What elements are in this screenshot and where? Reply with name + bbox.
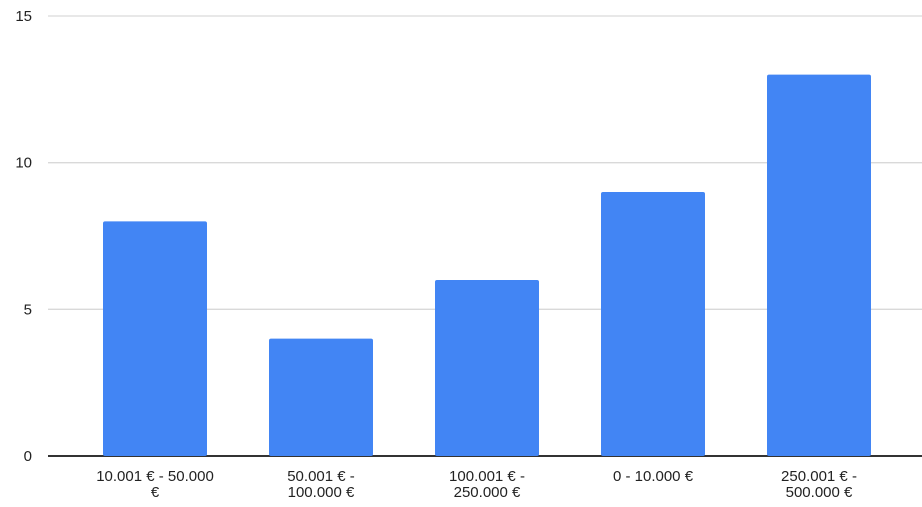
bar [435, 280, 539, 456]
bar [269, 338, 373, 456]
y-tick-label: 15 [15, 8, 32, 25]
y-tick-label: 0 [24, 448, 32, 465]
x-axis-ticks: 10.001 € - 50.000 € 50.001 € -100.000 € 100… [96, 468, 857, 501]
x-tick-label: 100.001 € -250.000 € [449, 468, 525, 501]
x-tick-label: 0 - 10.000 € [613, 468, 694, 485]
y-tick-label: 5 [24, 301, 32, 318]
x-tick-label: 50.001 € -100.000 € [287, 468, 355, 501]
y-axis-ticks: 0 5 10 15 [15, 8, 32, 465]
bar [103, 221, 207, 456]
bars [103, 74, 871, 457]
y-tick-label: 10 [15, 155, 32, 172]
x-tick-label: 10.001 € - 50.000 € [96, 468, 214, 501]
bar [767, 74, 871, 457]
x-tick-label: 250.001 € -500.000 € [781, 468, 857, 501]
bar [601, 192, 705, 456]
